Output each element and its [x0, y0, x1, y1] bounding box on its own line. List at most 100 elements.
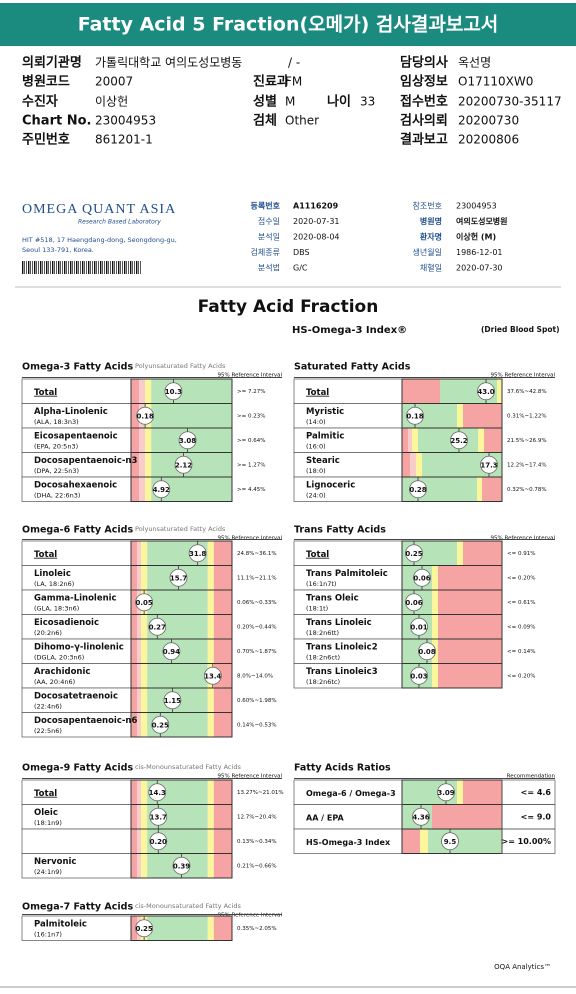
value: 17.3: [480, 461, 497, 469]
name-cell: [293, 427, 403, 453]
gauge-band: [416, 452, 422, 477]
barcode-bar: [58, 261, 60, 274]
marker: [405, 544, 423, 563]
barcode-bar: [72, 261, 73, 274]
row-name: Stearic: [306, 456, 340, 466]
row-name: Gamma-Linolenic: [34, 594, 117, 604]
barcode-bar: [78, 261, 79, 274]
gauge-frame: [401, 663, 503, 689]
gauge-band: [137, 663, 142, 688]
gauge-band: [213, 565, 232, 590]
value: 0.39: [173, 862, 190, 870]
name-cell: [293, 565, 403, 591]
row-sub: (18:0): [306, 467, 326, 475]
barcode-bar: [106, 261, 108, 274]
row-sub: (16:1n7t): [306, 580, 336, 588]
field-value: 861201-1: [95, 133, 153, 147]
field-value: 이상헌 (M): [456, 232, 496, 242]
gauge-band: [137, 829, 142, 854]
field-label: 임상정보: [400, 74, 448, 90]
gauge-band: [131, 639, 138, 664]
field-value: M: [285, 95, 295, 109]
row-sub: (16:1n7): [34, 931, 62, 939]
row-sub: (GLA, 18:3n6): [34, 605, 79, 613]
row-name: Nervonic: [34, 857, 76, 867]
barcode-bar: [90, 261, 91, 274]
gauge-band: [482, 477, 502, 502]
gauge-band: [145, 452, 152, 477]
gauge-band: [151, 379, 232, 404]
value: 0.05: [135, 599, 152, 607]
gauge-band: [147, 663, 208, 688]
row-name: Trans Linoleic: [306, 618, 372, 628]
field-label: 채혈일: [420, 263, 442, 273]
field-label: 진료과: [253, 74, 289, 90]
barcode-bar: [100, 261, 102, 274]
marker: [410, 617, 428, 636]
reference: 37.6%~42.8%: [507, 389, 547, 395]
gauge-band: [145, 379, 152, 404]
gauge-band: [478, 428, 484, 453]
barcode-bar: [68, 261, 69, 274]
value: 13.7: [150, 813, 167, 821]
row-sub: (18:2n6tc): [306, 678, 340, 686]
name-cell: [293, 638, 403, 664]
name-cell: [293, 663, 403, 689]
gauge-frame: [130, 853, 233, 879]
gauge-band: [207, 614, 214, 639]
value: 3.09: [437, 789, 454, 797]
gauge-band: [207, 853, 214, 878]
gauge-band: [131, 403, 140, 428]
name-cell: [21, 476, 132, 502]
name-cell: [21, 828, 132, 854]
gauge-band: [432, 614, 438, 639]
row-sub: (DHA, 22:6n3): [34, 492, 80, 500]
marker: [163, 691, 182, 710]
row-sub: (22:4n6): [34, 703, 62, 711]
reference: <= 9.0: [521, 812, 552, 821]
name-cell: [293, 779, 403, 805]
field-value: / -: [288, 56, 300, 70]
field-label: 분석법: [258, 263, 280, 273]
index-title: HS-Omega-3 Index®: [292, 325, 407, 336]
field-label: 담당의사: [400, 55, 448, 71]
barcode-bar: [46, 261, 48, 274]
barcode-bar: [30, 261, 31, 274]
marker: [148, 783, 167, 802]
field-label: 등록번호: [251, 201, 281, 211]
gauge-band: [141, 780, 148, 805]
gauge-band: [131, 379, 140, 404]
barcode-bar: [86, 261, 87, 274]
gauge-band: [432, 590, 438, 615]
row-sub: (AA, 20:4n6): [34, 678, 75, 686]
gauge-band: [137, 614, 142, 639]
row-sub: (14:0): [306, 418, 326, 426]
reference: 11.1%~21.1%: [237, 575, 277, 581]
barcode-bar: [66, 261, 67, 274]
gauge-band: [402, 428, 408, 453]
reference: <= 0.20%: [507, 575, 535, 581]
section-subtitle: Polyunsaturated Fatty Acids: [135, 362, 226, 370]
row-name: HS-Omega-3 Index: [306, 838, 391, 847]
barcode-bar: [56, 261, 57, 274]
name-cell: [293, 378, 403, 404]
reference: 0.21%~0.66%: [237, 863, 277, 869]
gauge-band: [141, 614, 148, 639]
value: 10.3: [165, 388, 182, 396]
gauge-band: [131, 712, 138, 737]
name-cell: [21, 663, 132, 689]
gauge-band: [137, 541, 142, 566]
value: 0.25: [152, 721, 169, 729]
value: 9.5: [444, 838, 457, 846]
barcode-bar: [62, 261, 63, 274]
value: 31.8: [189, 550, 206, 558]
field-label: 검체: [253, 114, 277, 129]
value: 0.01: [410, 623, 427, 631]
gauge-band: [463, 541, 502, 566]
gauge-band: [137, 688, 142, 713]
name-cell: [293, 403, 403, 429]
reference: >= 7.27%: [237, 389, 265, 395]
reference: <= 0.14%: [507, 649, 535, 655]
reference: <= 0.91%: [507, 551, 535, 557]
marker: [450, 431, 468, 450]
